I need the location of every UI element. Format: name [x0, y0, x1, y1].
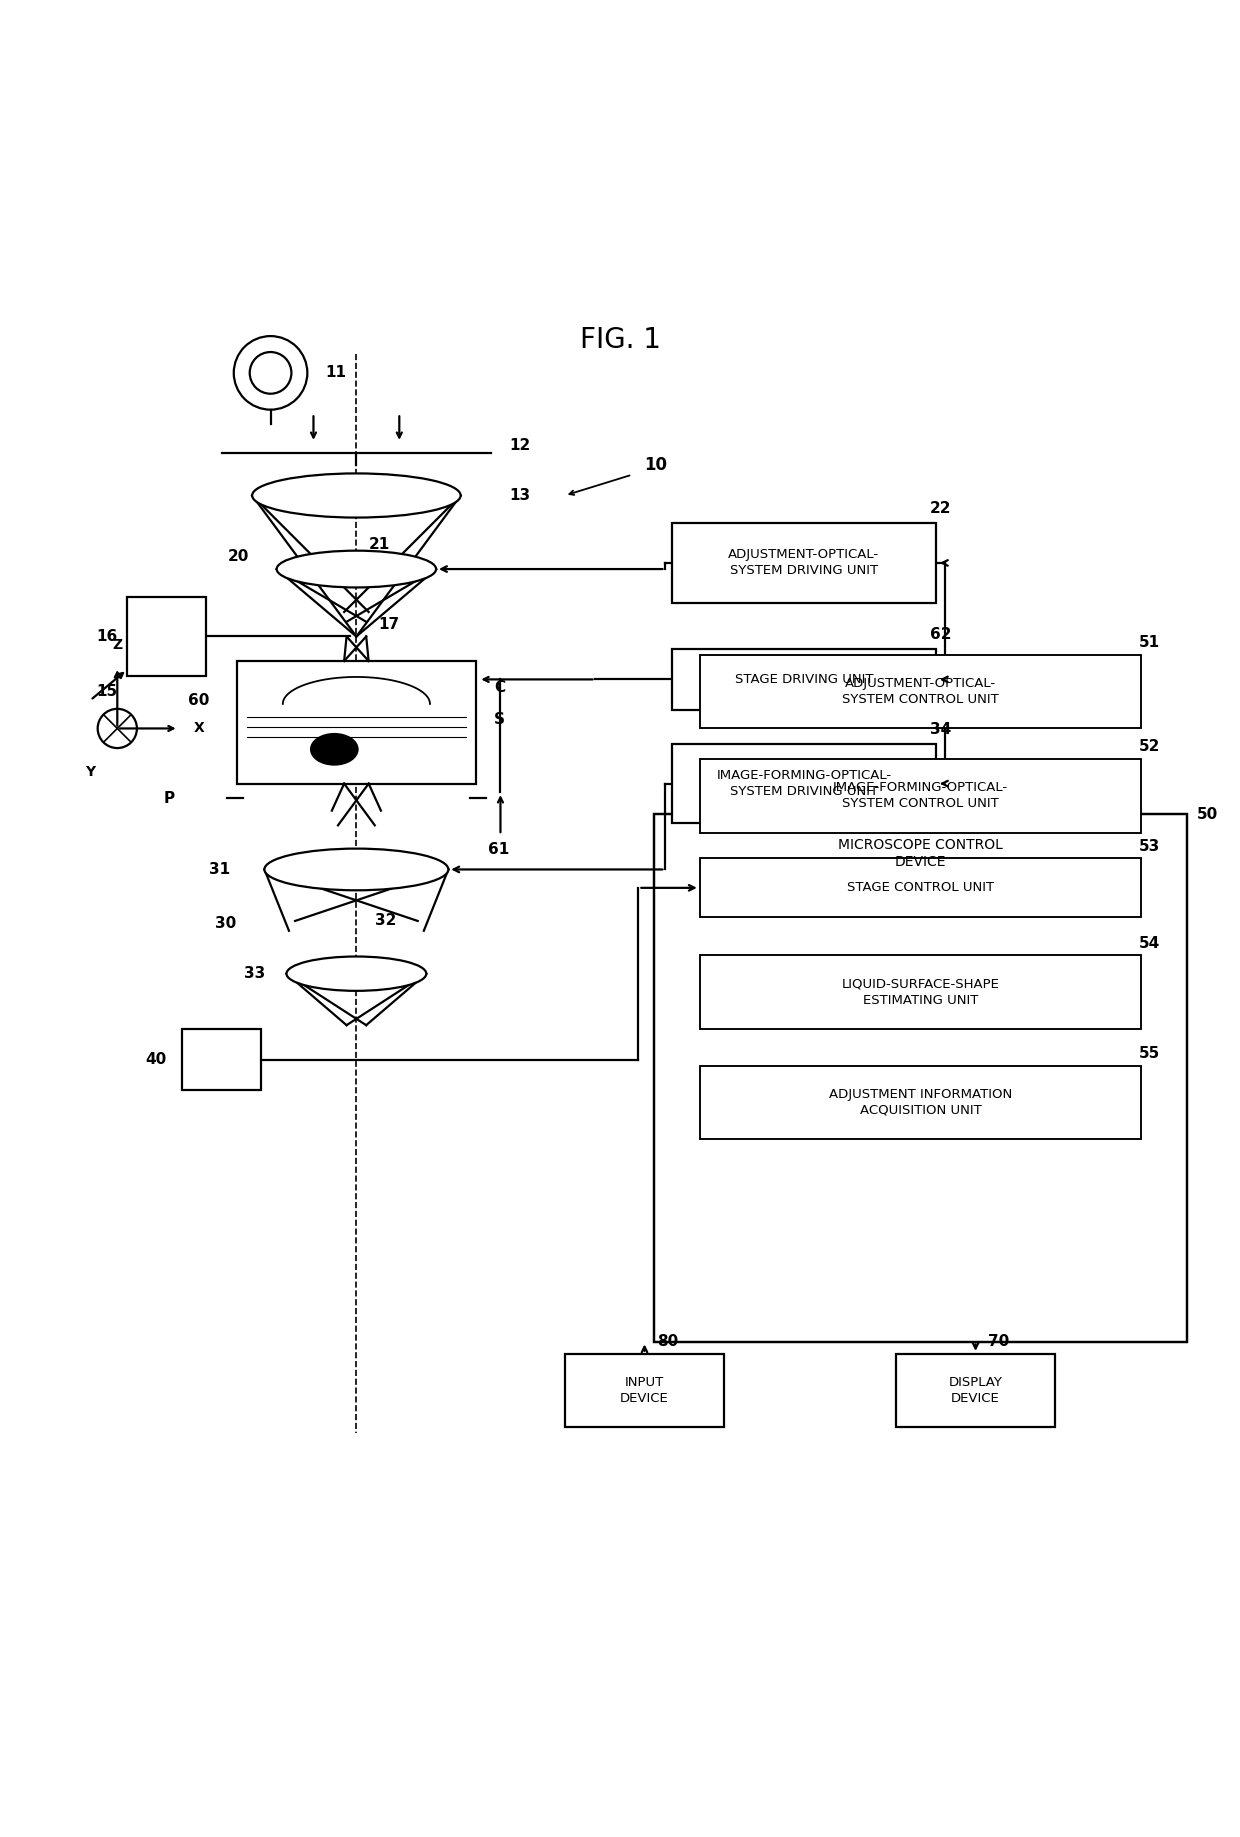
Text: 50: 50 [1197, 806, 1218, 821]
Text: ADJUSTMENT-OPTICAL-
SYSTEM DRIVING UNIT: ADJUSTMENT-OPTICAL- SYSTEM DRIVING UNIT [728, 549, 879, 577]
Bar [699, 759, 1141, 832]
Text: IMAGE-FORMING-OPTICAL-
SYSTEM DRIVING UNIT: IMAGE-FORMING-OPTICAL- SYSTEM DRIVING UN… [717, 770, 892, 797]
Text: Z: Z [113, 639, 123, 652]
Text: 11: 11 [326, 366, 347, 380]
Bar [699, 1065, 1141, 1139]
Text: 31: 31 [210, 862, 231, 876]
Bar [565, 1354, 724, 1427]
Text: 10: 10 [645, 456, 667, 474]
Text: 61: 61 [489, 843, 510, 858]
Text: 34: 34 [930, 722, 951, 737]
Ellipse shape [252, 474, 460, 518]
Text: 40: 40 [145, 1053, 166, 1067]
Text: S: S [495, 713, 506, 727]
Text: INPUT
DEVICE: INPUT DEVICE [620, 1376, 668, 1405]
Text: 15: 15 [97, 683, 118, 700]
Text: X: X [193, 722, 205, 735]
Text: Y: Y [86, 766, 95, 779]
Text: 54: 54 [1138, 935, 1159, 950]
Text: ADJUSTMENT INFORMATION
ACQUISITION UNIT: ADJUSTMENT INFORMATION ACQUISITION UNIT [828, 1088, 1012, 1117]
Text: 30: 30 [216, 917, 237, 931]
Text: STAGE CONTROL UNIT: STAGE CONTROL UNIT [847, 882, 994, 895]
Text: 12: 12 [510, 437, 531, 452]
Bar [237, 661, 476, 784]
Text: 13: 13 [510, 489, 531, 503]
Text: 53: 53 [1138, 840, 1159, 854]
Text: 21: 21 [368, 536, 389, 553]
Text: 51: 51 [1138, 636, 1159, 650]
Ellipse shape [277, 551, 436, 588]
Text: 70: 70 [988, 1334, 1009, 1348]
Text: LIQUID-SURFACE-SHAPE
ESTIMATING UNIT: LIQUID-SURFACE-SHAPE ESTIMATING UNIT [842, 977, 999, 1007]
Text: 52: 52 [1138, 738, 1161, 755]
Text: DISPLAY
DEVICE: DISPLAY DEVICE [949, 1376, 1002, 1405]
Text: 33: 33 [243, 966, 265, 981]
Text: 20: 20 [228, 549, 249, 564]
Bar [672, 648, 936, 711]
Text: ADJUSTMENT-OPTICAL-
SYSTEM CONTROL UNIT: ADJUSTMENT-OPTICAL- SYSTEM CONTROL UNIT [842, 678, 998, 705]
Text: 32: 32 [374, 913, 396, 928]
Bar [672, 744, 936, 823]
Text: P: P [164, 792, 175, 806]
Bar [895, 1354, 1055, 1427]
Text: 16: 16 [97, 628, 118, 645]
Bar [699, 858, 1141, 917]
Bar [699, 955, 1141, 1029]
Bar [653, 814, 1187, 1341]
Text: IMAGE-FORMING-OPTICAL-
SYSTEM CONTROL UNIT: IMAGE-FORMING-OPTICAL- SYSTEM CONTROL UN… [833, 781, 1008, 810]
Text: 60: 60 [187, 693, 210, 707]
Text: C: C [495, 680, 506, 696]
Bar [672, 524, 936, 603]
Ellipse shape [264, 849, 449, 891]
Text: 80: 80 [657, 1334, 678, 1348]
Text: 17: 17 [378, 617, 399, 632]
Text: FIG. 1: FIG. 1 [579, 325, 661, 355]
Text: MICROSCOPE CONTROL
DEVICE: MICROSCOPE CONTROL DEVICE [838, 838, 1003, 869]
Text: 55: 55 [1138, 1045, 1159, 1062]
Text: 22: 22 [930, 502, 951, 516]
Text: 62: 62 [930, 626, 951, 641]
Ellipse shape [311, 735, 357, 764]
Bar [182, 1029, 262, 1089]
Ellipse shape [286, 957, 427, 990]
Bar [699, 654, 1141, 729]
Text: STAGE DRIVING UNIT: STAGE DRIVING UNIT [734, 672, 873, 685]
Bar [128, 597, 206, 676]
